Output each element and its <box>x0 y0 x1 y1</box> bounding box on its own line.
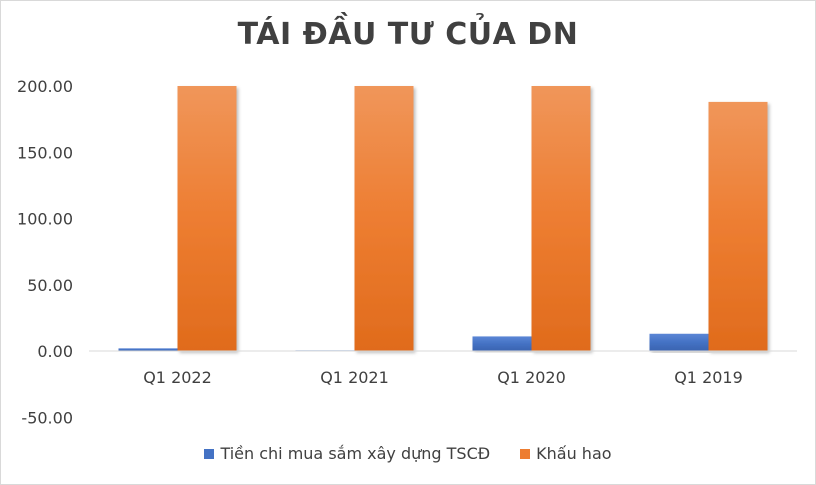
chart-title: TÁI ĐẦU TƯ CỦA DN <box>237 17 579 52</box>
legend-swatch <box>520 448 531 459</box>
x-category-label: Q1 2020 <box>497 368 566 387</box>
legend-label: Khấu hao <box>536 444 612 463</box>
x-category-label: Q1 2021 <box>320 368 389 387</box>
legend-item: Tiền chi mua sắm xây dựng TSCĐ <box>204 444 490 463</box>
x-category-label: Q1 2022 <box>143 368 212 387</box>
bar-khau-hao <box>708 101 768 352</box>
y-tick-label: 200.00 <box>17 77 73 96</box>
bar-khau-hao <box>177 86 237 351</box>
y-tick-label: 50.00 <box>27 276 73 295</box>
y-tick-label: 150.00 <box>17 143 73 162</box>
legend-swatch <box>204 448 215 459</box>
y-tick-label: 0.00 <box>37 342 73 361</box>
y-tick-label: 100.00 <box>17 210 73 229</box>
bar-khau-hao <box>531 86 591 351</box>
legend-item: Khấu hao <box>520 444 612 463</box>
legend-label: Tiền chi mua sắm xây dựng TSCĐ <box>220 444 491 463</box>
bar-khau-hao <box>354 86 414 351</box>
x-category-label: Q1 2019 <box>674 368 743 387</box>
bar-tscd <box>649 333 709 351</box>
bar-tscd <box>118 348 178 351</box>
y-tick-label: -50.00 <box>21 408 73 427</box>
legend: Tiền chi mua sắm xây dựng TSCĐ Khấu hao <box>1 444 815 463</box>
bar-tscd <box>472 336 532 351</box>
